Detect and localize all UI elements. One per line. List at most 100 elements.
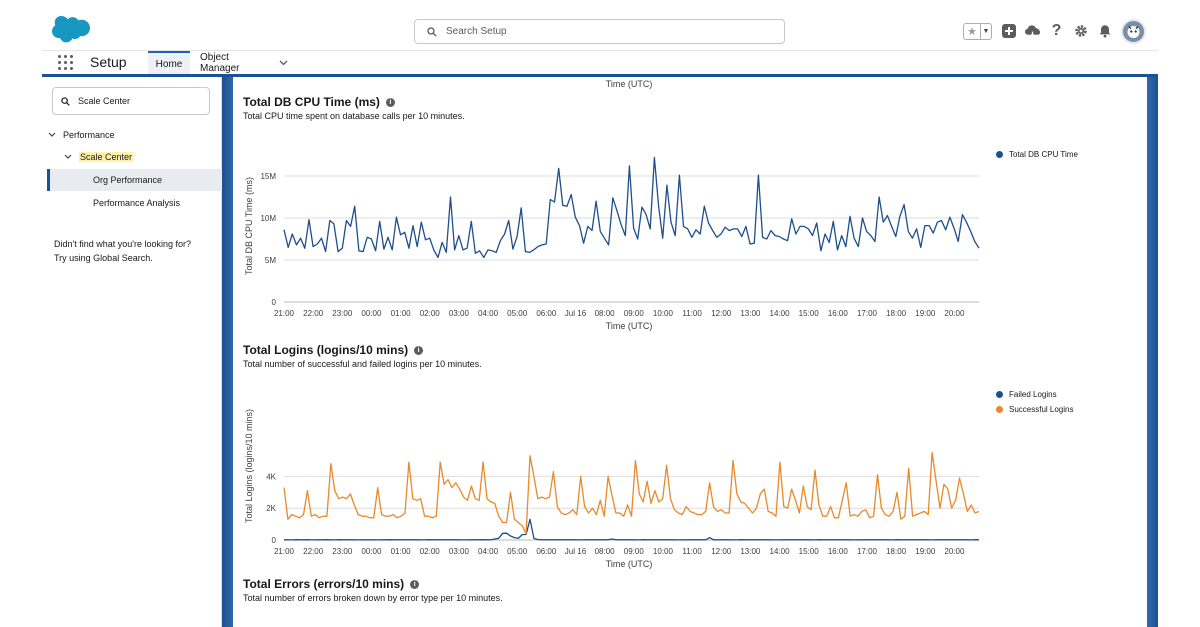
x-tick-label: 08:00 <box>595 309 616 318</box>
logins-x-axis-title: Time (UTC) <box>605 559 653 569</box>
cpu-section-title: Total DB CPU Time (ms) i <box>243 95 395 109</box>
cpu-x-axis-title: Time (UTC) <box>605 321 653 331</box>
favorites-dropdown-icon[interactable]: ▼ <box>982 27 990 35</box>
sidebar-item-label: Performance <box>63 130 115 140</box>
x-tick-label: 11:00 <box>682 309 702 318</box>
tab-object-manager[interactable]: Object Manager <box>192 51 296 75</box>
logins-chart: 0 2K 4K 21:00 22:00 23:00 00:00 01:00 02:00 03:00… <box>234 373 1146 573</box>
y-tick-label: 15M <box>260 172 276 181</box>
cpu-title-text: Total DB CPU Time (ms) <box>243 95 380 109</box>
x-tick-label: 14:00 <box>770 309 791 318</box>
info-icon[interactable]: i <box>410 579 420 589</box>
sidebar-selected-row <box>47 169 222 191</box>
chevron-down-icon[interactable] <box>48 131 56 140</box>
quick-find-input[interactable]: Scale Center <box>52 87 210 115</box>
legend-swatch <box>996 391 1003 398</box>
x-tick-label: 19:00 <box>915 309 936 318</box>
legend-label: Failed Logins <box>1009 390 1057 399</box>
quick-find-value: Scale Center <box>78 96 131 106</box>
trailhead-cloud-icon[interactable] <box>1025 24 1040 39</box>
search-setup-input[interactable]: Search Setup <box>414 19 785 44</box>
x-tick-label: 05:00 <box>507 309 528 318</box>
errors-section-title: Total Errors (errors/10 mins) i <box>243 577 420 591</box>
x-tick-label: 03:00 <box>449 547 470 556</box>
x-tick-label: 17:00 <box>857 309 878 318</box>
tab-home-label: Home <box>155 58 183 70</box>
x-tick-label: 19:00 <box>915 547 936 556</box>
sidebar-item-label: Org Performance <box>93 175 163 185</box>
sidebar-item-scale-center[interactable]: Scale Center <box>64 152 134 162</box>
setup-sidebar: Scale Center Performance Scale Center Or… <box>42 77 222 627</box>
astro-avatar-icon <box>1127 25 1140 38</box>
help-line: Try using Global Search. <box>54 253 153 263</box>
series-line-total-db-cpu-time <box>283 156 980 259</box>
org-performance-card: Time (UTC) Total DB CPU Time (ms) i Tota… <box>234 77 1146 627</box>
logins-title-text: Total Logins (logins/10 mins) <box>243 343 409 357</box>
x-tick-label: 08:00 <box>595 547 616 556</box>
x-tick-label: 18:00 <box>886 547 907 556</box>
y-tick-label: 0 <box>272 536 277 545</box>
logins-y-axis-title: Total Logins (logins/10 mins) <box>244 408 254 523</box>
help-question-icon[interactable]: ? <box>1051 22 1062 39</box>
info-icon[interactable]: i <box>385 97 395 107</box>
y-tick-label: 2K <box>266 504 276 513</box>
x-tick-label: 01:00 <box>391 309 412 318</box>
x-tick-label: 15:00 <box>799 309 820 318</box>
errors-section-subtitle: Total number of errors broken down by er… <box>243 593 503 603</box>
help-line: Didn't find what you're looking for? <box>54 239 192 249</box>
x-tick-label: 01:00 <box>391 547 412 556</box>
errors-title-text: Total Errors (errors/10 mins) <box>243 577 405 591</box>
app-launcher-icon[interactable] <box>58 55 73 70</box>
chevron-down-icon[interactable] <box>279 58 288 68</box>
x-tick-label: 14:00 <box>770 547 791 556</box>
y-tick-label: 10M <box>260 214 276 223</box>
x-tick-label: 12:00 <box>711 547 732 556</box>
star-icon: ★ <box>964 23 981 39</box>
legend-item[interactable]: Failed Logins <box>996 387 1073 402</box>
user-avatar[interactable] <box>1121 18 1146 44</box>
x-tick-label: 20:00 <box>944 309 965 318</box>
cpu-y-axis-title: Total DB CPU Time (ms) <box>244 176 254 275</box>
tab-home[interactable]: Home <box>148 51 190 75</box>
cpu-chart: 0 5M 10M 15M 21:00 22:00 23:00 00:00 01:00 02:00 0… <box>234 125 1146 335</box>
logins-chart-legend: Failed Logins Successful Logins <box>996 387 1073 417</box>
sidebar-item-label: Performance Analysis <box>93 198 181 208</box>
x-tick-label: 09:00 <box>624 547 645 556</box>
legend-item[interactable]: Total DB CPU Time <box>996 147 1078 162</box>
x-tick-label: 12:00 <box>711 309 732 318</box>
sidebar-item-performance[interactable]: Performance <box>48 130 115 140</box>
x-tick-label: 09:00 <box>624 309 645 318</box>
salesforce-logo-icon[interactable] <box>52 16 90 43</box>
series-line-failed-logins <box>284 518 980 541</box>
x-tick-label: 17:00 <box>857 547 878 556</box>
tab-object-manager-label: Object Manager <box>200 52 240 74</box>
search-icon <box>427 26 437 37</box>
nav-divider <box>42 74 1158 77</box>
legend-label: Successful Logins <box>1009 405 1074 414</box>
y-tick-label: 0 <box>272 298 277 307</box>
sidebar-item-performance-analysis[interactable]: Performance Analysis <box>93 198 180 208</box>
logins-section-subtitle: Total number of successful and failed lo… <box>243 359 482 369</box>
top-axis-title: Time (UTC) <box>605 79 653 89</box>
search-placeholder: Search Setup <box>446 26 507 37</box>
notifications-bell-icon[interactable] <box>1097 24 1112 39</box>
cpu-chart-svg: 0 5M 10M 15M 21:00 22:00 23:00 00:00 01:00 02:00 0… <box>260 156 980 318</box>
sidebar-help-text: Didn't find what you're looking for? Try… <box>54 237 219 265</box>
cpu-chart-legend: Total DB CPU Time <box>996 147 1078 162</box>
x-tick-label: 03:00 <box>449 309 470 318</box>
favorites-button[interactable]: ★ ▼ <box>963 22 992 40</box>
x-tick-label: 06:00 <box>536 309 557 318</box>
main-content: Time (UTC) Total DB CPU Time (ms) i Tota… <box>222 77 1158 627</box>
x-tick-label: 02:00 <box>420 309 441 318</box>
x-tick-label: 06:00 <box>536 547 557 556</box>
legend-item[interactable]: Successful Logins <box>996 402 1073 417</box>
x-tick-label: 21:00 <box>274 309 295 318</box>
header-utility-icons: ★ ▼ ? <box>963 17 1146 45</box>
x-tick-label: 13:00 <box>740 309 761 318</box>
chevron-down-icon[interactable] <box>64 153 72 162</box>
global-actions-plus-icon[interactable] <box>1001 24 1016 39</box>
settings-gear-icon[interactable] <box>1073 24 1088 39</box>
sidebar-item-org-performance[interactable]: Org Performance <box>93 175 162 185</box>
info-icon[interactable]: i <box>414 345 424 355</box>
app-nav-bar: Setup Home Object Manager <box>42 50 1158 75</box>
